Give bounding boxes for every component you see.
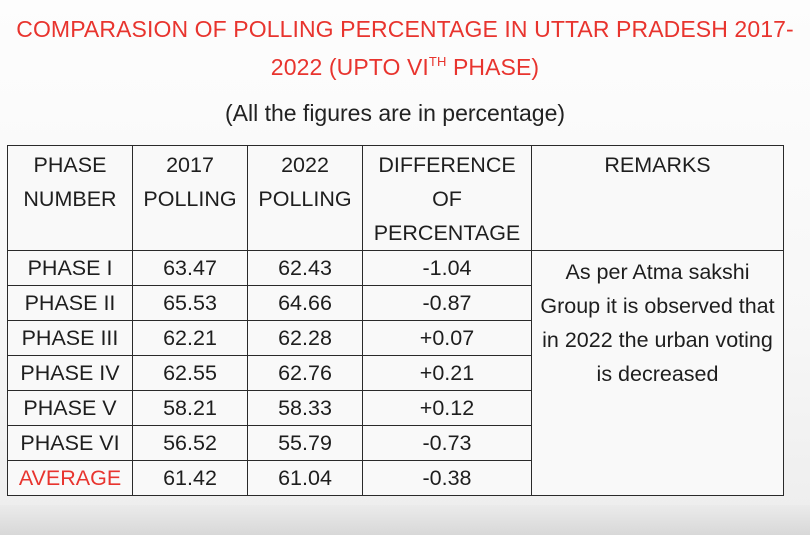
polling-2017-cell: 62.55 — [132, 355, 248, 391]
difference-cell: -0.87 — [362, 285, 532, 321]
difference-cell: -0.73 — [362, 425, 532, 461]
polling-2017-cell: 65.53 — [132, 285, 248, 321]
header-2022-line-1: 2022 — [281, 153, 329, 177]
table-row: PHASE VI 56.52 55.79 -0.73 — [7, 425, 784, 461]
average-2017-cell: 61.42 — [132, 460, 248, 496]
remarks-cell: As per Atma sakshi Group it is observed … — [531, 250, 784, 496]
header-difference-line-2: OF — [432, 187, 462, 211]
polling-2022-cell: 62.76 — [247, 355, 363, 391]
difference-cell: +0.21 — [362, 355, 532, 391]
table-header-row: PHASE NUMBER 2017 POLLING 2022 POLLING D… — [7, 145, 784, 251]
header-phase-line-1: PHASE — [33, 153, 107, 177]
slide-title: COMPARASION OF POLLING PERCENTAGE IN UTT… — [0, 10, 810, 86]
polling-2022-cell: 62.28 — [247, 320, 363, 356]
phase-cell: PHASE III — [7, 320, 133, 356]
average-label: AVERAGE — [7, 460, 133, 496]
phase-cell: PHASE VI — [7, 425, 133, 461]
subtitle: (All the figures are in percentage) — [224, 100, 566, 126]
polling-2022-cell: 62.43 — [247, 250, 363, 286]
polling-2017-cell: 62.21 — [132, 320, 248, 356]
table-row: PHASE V 58.21 58.33 +0.12 — [7, 390, 784, 426]
header-phase-line-2: NUMBER — [23, 187, 117, 211]
title-line-2-end: PHASE) — [446, 54, 540, 80]
difference-cell: +0.07 — [362, 320, 532, 356]
phase-cell: PHASE II — [7, 285, 133, 321]
polling-2017-cell: 56.52 — [132, 425, 248, 461]
header-difference-line-1: DIFFERENCE — [378, 153, 516, 177]
average-2022-cell: 61.04 — [247, 460, 363, 496]
phase-cell: PHASE I — [7, 250, 133, 286]
header-2017-polling: 2017 POLLING — [132, 145, 248, 251]
polling-2022-cell: 64.66 — [247, 285, 363, 321]
average-difference-cell: -0.38 — [362, 460, 532, 496]
title-line-2-start: 2022 (UPTO VI — [270, 54, 429, 80]
title-superscript: TH — [428, 54, 447, 69]
phase-cell: PHASE V — [7, 390, 133, 426]
header-2022-polling: 2022 POLLING — [247, 145, 363, 251]
header-phase-number: PHASE NUMBER — [7, 145, 133, 251]
polling-table: PHASE NUMBER 2017 POLLING 2022 POLLING D… — [7, 145, 784, 496]
header-remarks: REMARKS — [531, 145, 784, 251]
polling-2022-cell: 55.79 — [247, 425, 363, 461]
phase-cell: PHASE IV — [7, 355, 133, 391]
polling-2017-cell: 58.21 — [132, 390, 248, 426]
title-line-1: COMPARASION OF POLLING PERCENTAGE IN UTT… — [16, 16, 794, 42]
polling-2022-cell: 58.33 — [247, 390, 363, 426]
header-difference: DIFFERENCE OF PERCENTAGE — [362, 145, 532, 251]
polling-2017-cell: 63.47 — [132, 250, 248, 286]
title-line-2: 2022 (UPTO VITH PHASE) — [0, 48, 810, 86]
header-difference-line-3: PERCENTAGE — [373, 221, 521, 245]
table-row: PHASE IV 62.55 62.76 +0.21 — [7, 355, 784, 391]
average-row: AVERAGE 61.42 61.04 -0.38 — [7, 460, 784, 496]
header-2017-line-2: POLLING — [143, 187, 237, 211]
table-row: PHASE I 63.47 62.43 -1.04 As per Atma sa… — [7, 250, 784, 496]
difference-cell: +0.12 — [362, 390, 532, 426]
difference-cell: -1.04 — [362, 250, 532, 286]
header-2017-line-1: 2017 — [166, 153, 214, 177]
header-2022-line-2: POLLING — [258, 187, 352, 211]
bottom-shade — [0, 505, 810, 535]
